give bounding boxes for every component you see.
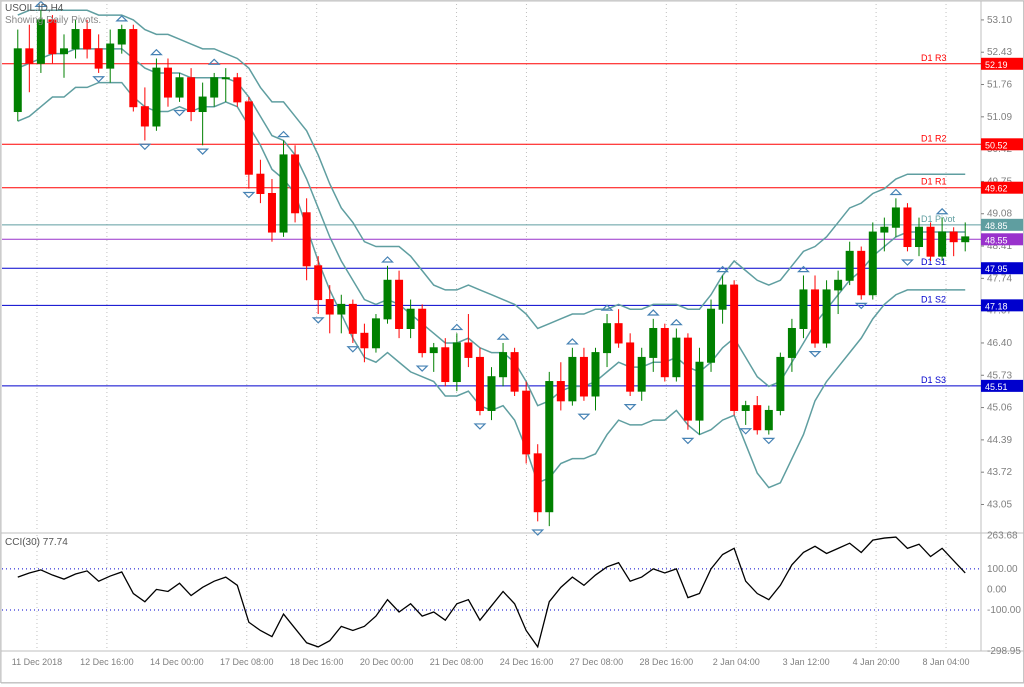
svg-text:44.39: 44.39	[987, 435, 1012, 446]
svg-text:100.00: 100.00	[987, 564, 1018, 575]
svg-text:50.52: 50.52	[985, 140, 1008, 150]
chart-container: USOIL.ID,H4 Showing Daily Pivots. 53.10 5…	[0, 0, 1024, 683]
svg-text:47.95: 47.95	[985, 264, 1008, 274]
svg-text:20 Dec 00:00: 20 Dec 00:00	[360, 657, 414, 667]
svg-text:D1 S2: D1 S2	[921, 294, 946, 304]
svg-text:3 Jan 12:00: 3 Jan 12:00	[783, 657, 830, 667]
svg-text:4 Jan 20:00: 4 Jan 20:00	[853, 657, 900, 667]
svg-text:45.06: 45.06	[987, 403, 1012, 414]
svg-text:45.51: 45.51	[985, 382, 1008, 392]
svg-text:D1 R1: D1 R1	[921, 177, 947, 187]
svg-text:51.09: 51.09	[987, 112, 1012, 123]
svg-text:45.73: 45.73	[987, 370, 1012, 381]
svg-text:52.43: 52.43	[987, 47, 1012, 58]
svg-text:0.00: 0.00	[987, 584, 1007, 595]
cci-label: CCI(30) 77.74	[5, 537, 68, 548]
svg-text:D1 S3: D1 S3	[921, 375, 946, 385]
svg-text:18 Dec 16:00: 18 Dec 16:00	[290, 657, 344, 667]
svg-text:53.10: 53.10	[987, 15, 1012, 26]
svg-text:49.62: 49.62	[985, 184, 1008, 194]
svg-text:-100.00: -100.00	[987, 605, 1021, 616]
svg-text:-298.95: -298.95	[987, 646, 1021, 657]
svg-text:43.72: 43.72	[987, 467, 1012, 478]
svg-text:27 Dec 08:00: 27 Dec 08:00	[570, 657, 624, 667]
svg-text:48.55: 48.55	[985, 235, 1008, 245]
svg-text:24 Dec 16:00: 24 Dec 16:00	[500, 657, 554, 667]
svg-text:263.68: 263.68	[987, 530, 1018, 541]
svg-text:21 Dec 08:00: 21 Dec 08:00	[430, 657, 484, 667]
svg-text:D1 R2: D1 R2	[921, 133, 947, 143]
svg-text:49.08: 49.08	[987, 209, 1012, 220]
svg-text:17 Dec 08:00: 17 Dec 08:00	[220, 657, 274, 667]
svg-text:11 Dec 2018: 11 Dec 2018	[12, 657, 62, 667]
svg-text:47.18: 47.18	[985, 301, 1008, 311]
chart-svg[interactable]: 53.1052.4351.7651.0950.4249.7549.0848.41…	[1, 1, 1024, 684]
svg-text:46.40: 46.40	[987, 338, 1012, 349]
svg-text:52.19: 52.19	[985, 60, 1008, 70]
svg-text:14 Dec 00:00: 14 Dec 00:00	[150, 657, 204, 667]
svg-text:2 Jan 04:00: 2 Jan 04:00	[713, 657, 760, 667]
svg-text:28 Dec 16:00: 28 Dec 16:00	[640, 657, 694, 667]
instrument-title: USOIL.ID,H4	[5, 3, 63, 14]
svg-text:8 Jan 04:00: 8 Jan 04:00	[923, 657, 970, 667]
indicator-subtitle: Showing Daily Pivots.	[5, 15, 101, 26]
svg-text:D1 Pivot: D1 Pivot	[921, 214, 956, 224]
svg-text:51.76: 51.76	[987, 80, 1012, 91]
svg-text:48.85: 48.85	[985, 221, 1008, 231]
svg-text:12 Dec 16:00: 12 Dec 16:00	[80, 657, 134, 667]
svg-text:D1 R3: D1 R3	[921, 53, 947, 63]
svg-text:43.05: 43.05	[987, 499, 1012, 510]
svg-text:47.74: 47.74	[987, 273, 1012, 284]
